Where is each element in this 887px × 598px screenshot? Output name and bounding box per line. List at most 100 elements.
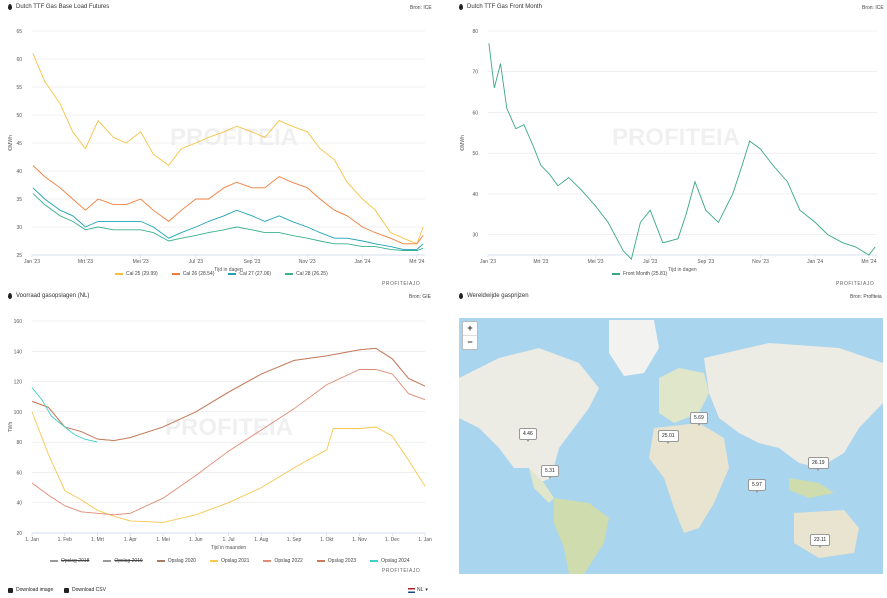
x-tick-label: 1. Okt: [320, 537, 334, 543]
world-title-text: Wereldwijde gasprijzen: [467, 293, 529, 299]
legend-item[interactable]: Opslag 2021: [210, 558, 249, 564]
storage-chart: PROFITEIA 20 40 60 80 100 120 140 160 1. Jan 1. Fe…: [8, 319, 432, 551]
download-csv-link[interactable]: Download CSV: [64, 587, 106, 593]
y-tick-label: 60: [16, 470, 22, 476]
chevron-down-icon: ▾: [425, 587, 428, 593]
drop-icon: [8, 4, 12, 10]
download-csv-label: Download CSV: [72, 587, 106, 593]
x-tick-label: Jul '23: [643, 259, 658, 265]
y-tick-label: 120: [14, 380, 23, 386]
legend-swatch: [612, 273, 620, 275]
legend-item[interactable]: Opslag 2022: [263, 558, 303, 564]
x-tick-label: 1. Jun: [189, 537, 203, 543]
price-marker[interactable]: 23.11: [810, 534, 831, 548]
drop-icon: [459, 4, 463, 10]
legend-label: Opslag 2019: [114, 558, 143, 564]
x-tick-label: 1. Dec: [385, 537, 400, 543]
x-tick-label: Jan '23: [24, 259, 40, 265]
front-chart: PROFITEIA 30 40 50 60 70 80 Jan '23 Mrt '23 Mei '…: [460, 29, 877, 273]
legend-swatch: [228, 273, 237, 275]
y-tick-label: 160: [14, 319, 23, 325]
legend-item[interactable]: Cal 25 (29.99): [115, 271, 158, 277]
front-title: Dutch TTF Gas Front Month: [459, 4, 542, 10]
price-marker[interactable]: 5.97: [748, 479, 766, 493]
series-line: [31, 411, 426, 523]
futures-legend: Cal 25 (29.99) Cal 26 (28.54) Cal 27 (27.0…: [115, 271, 328, 277]
x-axis-title: Tijd in dagen: [214, 267, 243, 273]
legend-item[interactable]: Cal 26 (28.54): [171, 271, 215, 277]
legend-item[interactable]: Opslag 2024: [370, 558, 410, 564]
futures-title: Dutch TTF Gas Base Load Futures: [8, 4, 109, 10]
series-line: [32, 165, 424, 245]
y-tick-label: 40: [16, 169, 22, 175]
file-icon: [64, 587, 69, 593]
download-image-link[interactable]: Download image: [8, 587, 53, 593]
x-tick-label: 1. Nov: [352, 537, 367, 543]
legend-item[interactable]: Opslag 2020: [156, 558, 196, 564]
futures-title-text: Dutch TTF Gas Base Load Futures: [16, 4, 110, 10]
legend-item[interactable]: Cal 28 (26.25): [285, 271, 328, 277]
x-tick-label: 1. Feb: [58, 537, 72, 543]
x-tick-label: Sep '23: [697, 259, 714, 265]
world-map[interactable]: [459, 318, 883, 574]
legend-item[interactable]: Opslag 2023: [316, 558, 357, 564]
greenland-shape: [609, 320, 659, 376]
legend-item[interactable]: Front Month (25.81): [612, 271, 667, 277]
x-tick-label: 1. Mrt: [91, 537, 104, 543]
x-tick-label: Jan '23: [480, 259, 496, 265]
x-tick-label: 1. Mei: [156, 537, 170, 543]
x-tick-label: 1. Jan: [25, 537, 39, 543]
price-marker[interactable]: 5.31: [541, 465, 559, 479]
legend-label: Opslag 2023: [327, 558, 357, 564]
legend-label: Opslag 2024: [381, 558, 410, 564]
y-tick-label: 30: [16, 225, 22, 231]
y-tick-label: 140: [14, 349, 23, 355]
language-selector[interactable]: NL ▾: [408, 587, 428, 593]
x-tick-label: Jan '24: [807, 259, 823, 265]
price-marker[interactable]: 25.01: [658, 430, 679, 444]
series-line: [31, 387, 98, 443]
series-line: [32, 187, 424, 250]
y-tick-label: 45: [16, 141, 22, 147]
zoom-in-button[interactable]: +: [463, 322, 477, 336]
legend-label: Cal 26 (28.54): [182, 271, 215, 277]
north-america-shape: [459, 348, 599, 483]
x-tick-label: Mrt '23: [78, 259, 93, 265]
legend-item[interactable]: Cal 27 (27.06): [228, 271, 271, 277]
y-tick-label: 60: [472, 110, 478, 116]
storage-source: Bron: GIE: [409, 294, 431, 300]
x-tick-label: Mrt '24: [861, 259, 876, 265]
x-tick-label: Mei '23: [588, 259, 604, 265]
x-tick-label: 1. Aug: [254, 537, 268, 543]
y-axis-title: TWh: [8, 422, 14, 433]
series-line: [32, 53, 424, 245]
y-tick-label: 35: [16, 197, 22, 203]
watermark-text: PROFITEIA: [165, 414, 293, 441]
legend-item[interactable]: Opslag 2019: [103, 558, 143, 564]
drop-icon: [8, 293, 12, 299]
y-tick-label: 80: [16, 440, 22, 446]
y-tick-label: 50: [16, 113, 22, 119]
price-marker[interactable]: 5.69: [690, 412, 708, 426]
flag-nl-icon: [408, 587, 415, 593]
price-marker[interactable]: 26.19: [808, 457, 829, 471]
storage-legend: Opslag 2018 Opslag 2019 Opslag 2020 Opslag …: [50, 558, 410, 564]
legend-swatch: [316, 560, 325, 562]
x-tick-label: Nov '23: [752, 259, 769, 265]
zoom-out-button[interactable]: −: [467, 337, 473, 347]
camera-icon: [8, 587, 13, 593]
x-tick-label: 1. Apr: [124, 537, 137, 543]
language-label: NL: [417, 587, 424, 593]
legend-item[interactable]: Opslag 2018: [50, 558, 89, 564]
map-zoom-control: + −: [462, 321, 478, 350]
x-axis-title: Tijd in maanden: [211, 545, 247, 551]
y-tick-label: 25: [16, 253, 22, 259]
price-marker[interactable]: 4.46: [519, 428, 537, 442]
y-tick-label: 50: [472, 151, 478, 157]
drop-icon: [459, 293, 463, 299]
x-tick-label: 1. Sep: [287, 537, 302, 543]
x-tick-label: Mrt '23: [533, 259, 548, 265]
y-axis-title: €/MWh: [460, 135, 466, 151]
asia-shape: [704, 343, 883, 468]
x-tick-label: Mrt '24: [409, 259, 424, 265]
